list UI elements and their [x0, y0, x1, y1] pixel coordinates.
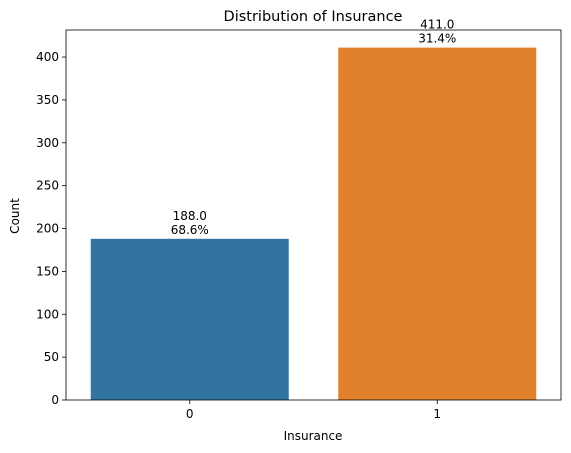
bar-count-label: 188.0	[173, 209, 207, 223]
plot-frame	[65, 29, 562, 401]
y-tick-label: 200	[36, 222, 59, 236]
x-tick-label: 1	[433, 407, 441, 421]
y-tick-label: 400	[36, 50, 59, 64]
x-axis-label: Insurance	[284, 429, 343, 443]
y-tick-label: 350	[36, 93, 59, 107]
y-tick-label: 250	[36, 179, 59, 193]
bars-layer	[90, 47, 537, 400]
bar-percent-label: 68.6%	[171, 223, 209, 237]
bar-percent-label: 31.4%	[418, 32, 456, 46]
y-axis: 0 50 100 150 200 250 300 350 400	[36, 50, 66, 407]
y-tick-label: 0	[51, 393, 59, 407]
chart-title: Distribution of Insurance	[224, 9, 403, 25]
bar-1	[338, 47, 537, 400]
bar-0	[90, 238, 289, 400]
bar-labels-layer: 188.068.6% 411.031.4%	[171, 18, 457, 237]
y-axis-label: Count	[8, 198, 22, 234]
y-tick-label: 50	[44, 350, 59, 364]
y-tick-label: 150	[36, 264, 59, 278]
x-tick-label: 0	[186, 407, 194, 421]
bar-count-label: 411.0	[420, 18, 454, 32]
y-tick-label: 100	[36, 307, 59, 321]
y-tick-label: 300	[36, 136, 59, 150]
